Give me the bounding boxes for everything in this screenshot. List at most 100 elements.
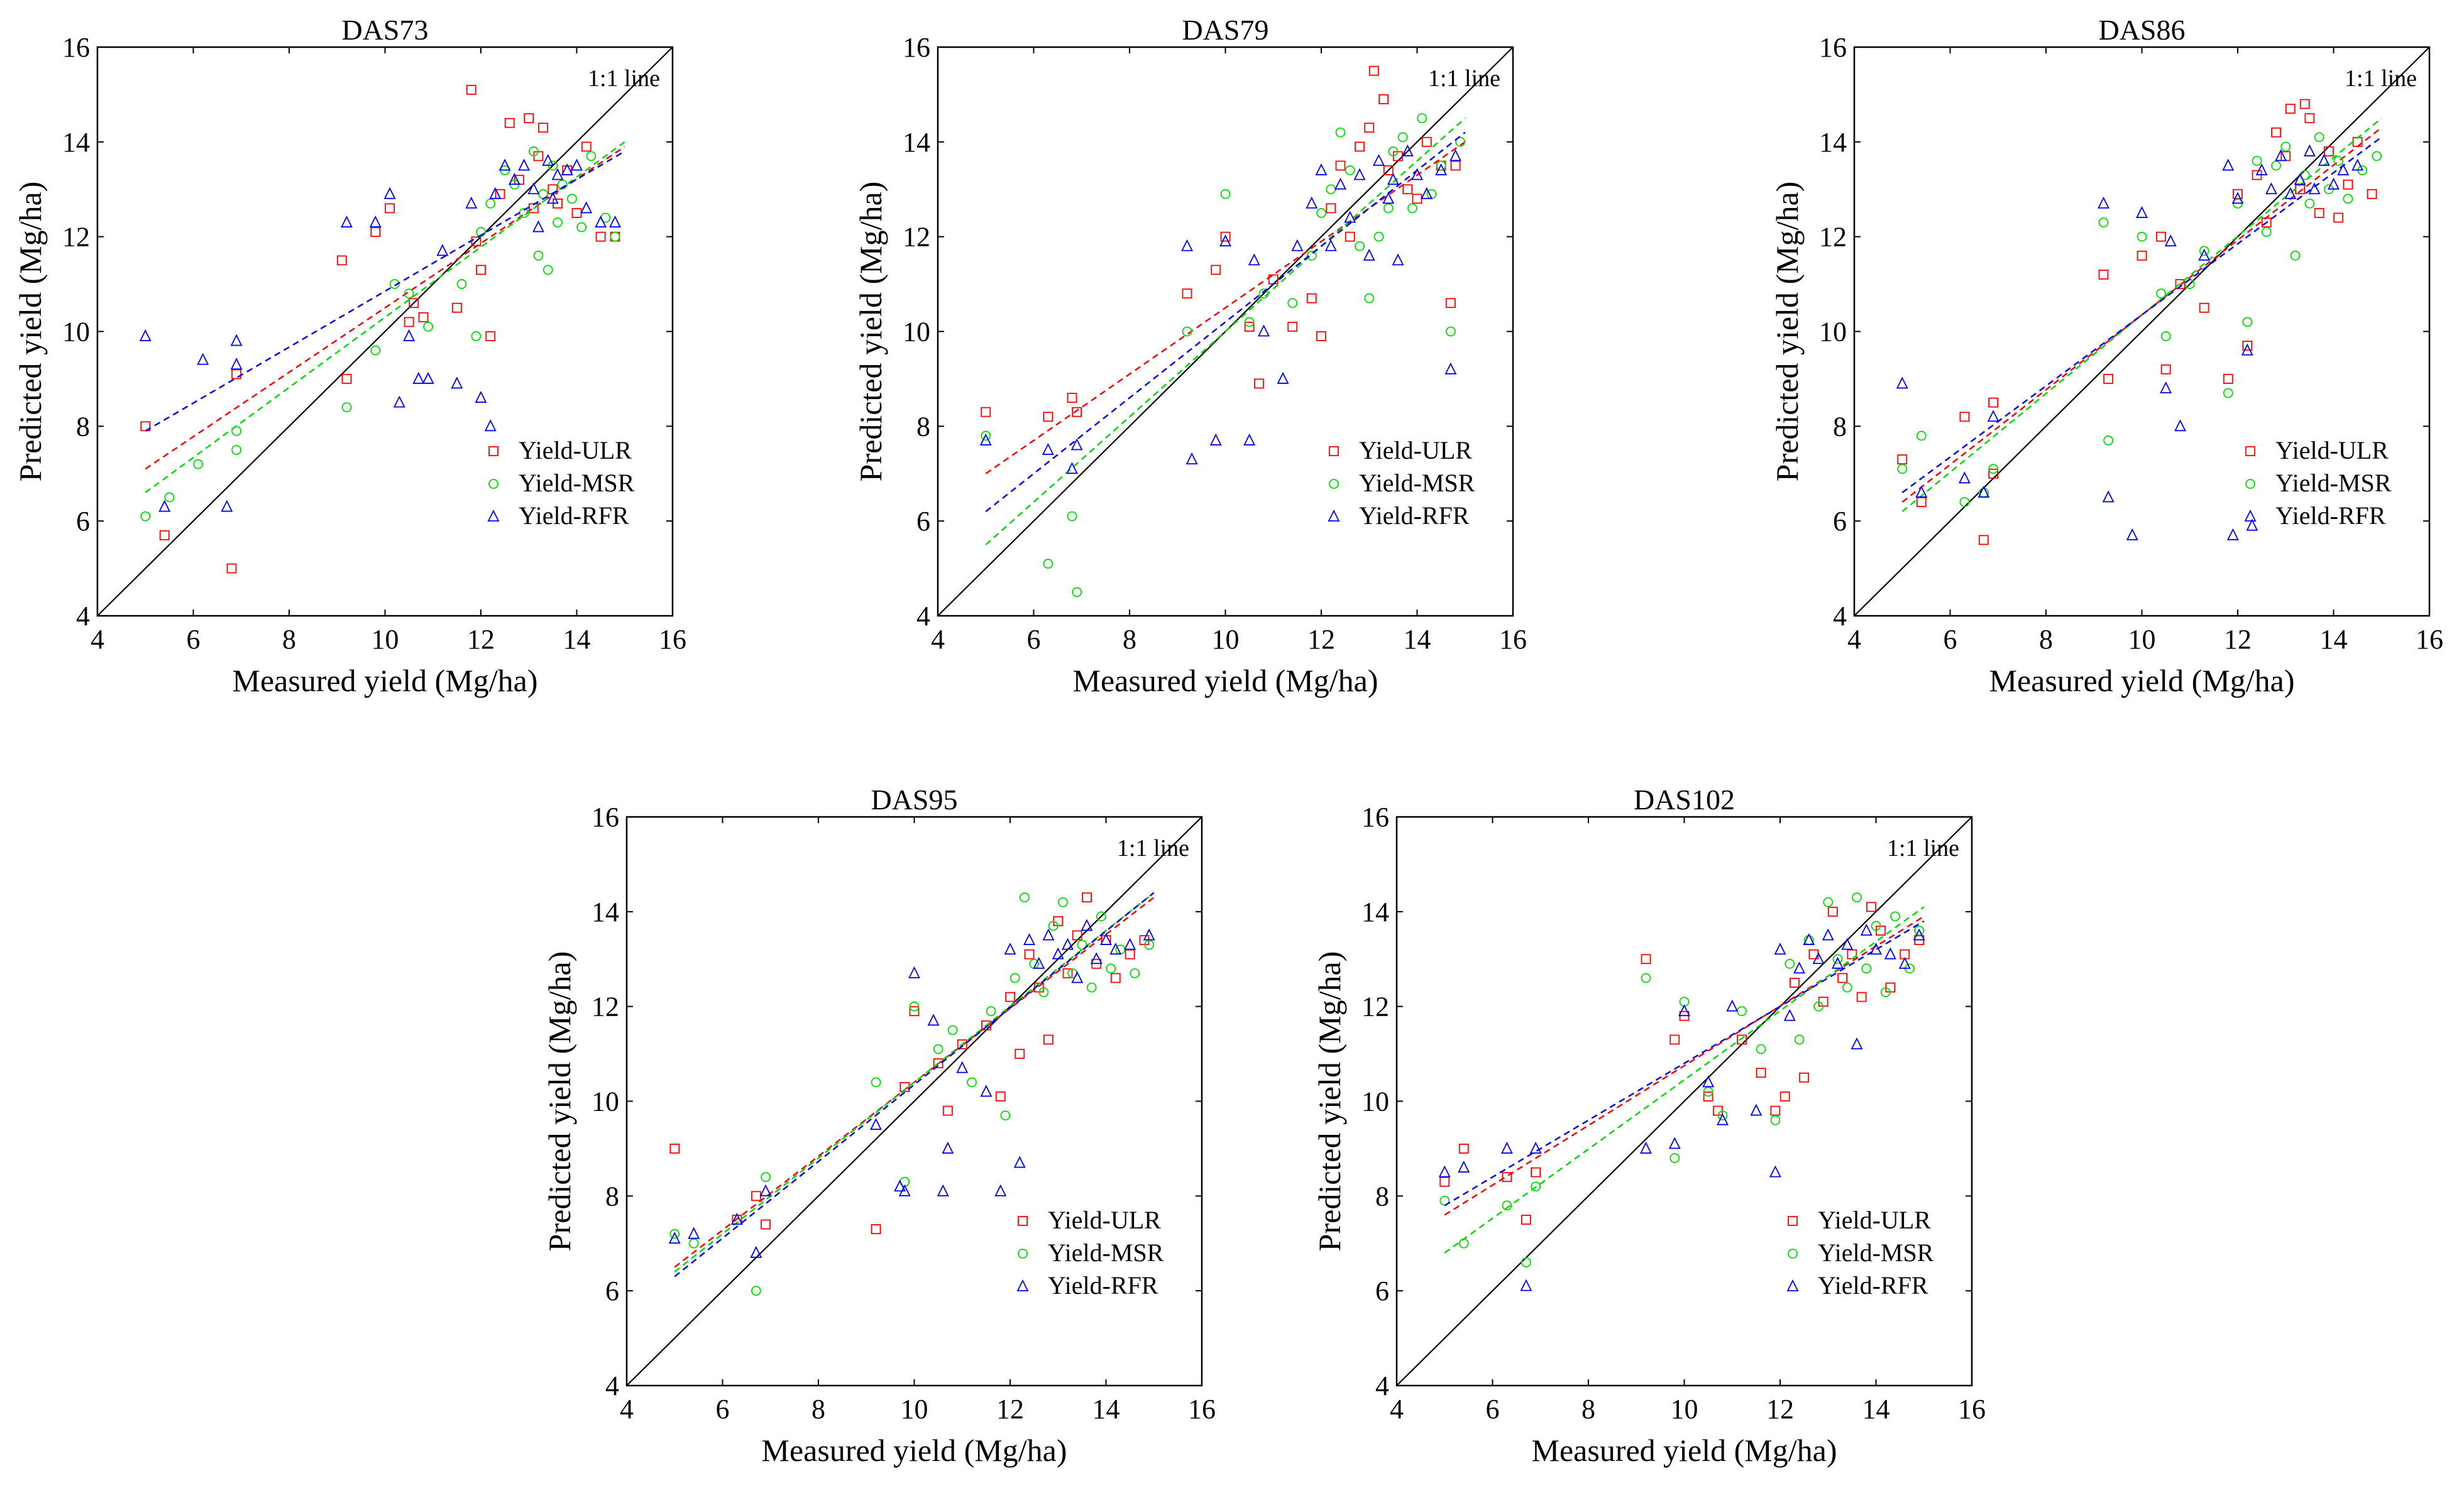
legend-marker-yield-msr [2245, 479, 2255, 489]
point-yield-msr [1669, 1153, 1680, 1163]
legend-marker-yield-rfr [1016, 1279, 1029, 1291]
panel-das79: 4 6 8 10 12 14 16 4 6 8 10 12 14 16 DAS79 Measured yiel… [853, 14, 1527, 698]
point-yield-rfr [1324, 239, 1337, 251]
point-yield-rfr [1181, 239, 1193, 251]
point-yield-ulr [1316, 331, 1326, 341]
point-yield-ulr [1244, 322, 1255, 332]
point-yield-rfr [730, 1213, 743, 1225]
point-yield-ulr [1521, 1215, 1531, 1225]
point-yield-rfr [341, 216, 353, 227]
point-yield-ulr [2295, 184, 2306, 195]
y-axis-label: Predicted yield (Mg/ha) [13, 182, 48, 482]
point-yield-msr [193, 459, 204, 469]
point-yield-rfr [561, 163, 573, 175]
point-yield-msr [1521, 1257, 1531, 1267]
panel-title: DAS102 [1634, 784, 1735, 816]
point-yield-rfr [412, 371, 425, 384]
point-yield-msr [1502, 1200, 1512, 1211]
legend-marker-yield-rfr [1328, 509, 1340, 522]
point-yield-msr [1861, 963, 1872, 974]
point-yield-ulr [370, 227, 381, 238]
point-yield-msr [1038, 987, 1049, 997]
point-yield-ulr [1978, 535, 1989, 545]
point-yield-rfr [1841, 938, 1854, 950]
point-yield-ulr [1421, 136, 1432, 147]
point-yield-msr [2261, 227, 2272, 238]
point-yield-msr [2271, 160, 2281, 171]
point-yield-ulr [669, 1144, 680, 1154]
y-tick-label: 10 [903, 317, 930, 347]
point-yield-msr [1717, 1110, 1728, 1121]
point-yield-msr [1914, 926, 1925, 936]
point-yield-msr [1641, 973, 1651, 983]
point-yield-rfr [2265, 182, 2277, 195]
identity-line-label: 1:1 line [1117, 835, 1189, 862]
point-yield-rfr [498, 158, 511, 171]
point-yield-ulr [1799, 1072, 1810, 1083]
x-tick-label: 4 [1390, 1394, 1404, 1425]
point-yield-rfr [1851, 1037, 1863, 1049]
point-yield-ulr [1043, 1034, 1053, 1045]
point-yield-ulr [1072, 930, 1082, 941]
point-yield-ulr [159, 530, 170, 540]
x-tick-label: 8 [1123, 624, 1136, 655]
fit-line-yield-msr [145, 141, 625, 493]
x-tick-label: 6 [1944, 624, 1957, 655]
point-yield-ulr [409, 298, 419, 309]
identity-line [626, 816, 1202, 1386]
point-yield-ulr [1458, 1144, 1469, 1154]
point-yield-ulr [933, 1058, 943, 1069]
point-yield-ulr [1866, 902, 1876, 912]
legend-label-yield-rfr: Yield-RFR [519, 501, 629, 530]
point-yield-ulr [1827, 906, 1838, 917]
point-yield-rfr [197, 353, 209, 365]
point-yield-msr [967, 1077, 977, 1088]
legend-marker-yield-msr [1329, 479, 1339, 489]
point-yield-rfr [1042, 443, 1054, 455]
legend-marker-yield-msr [1788, 1249, 1798, 1259]
point-yield-msr [231, 445, 242, 455]
point-yield-msr [1407, 203, 1417, 214]
point-yield-ulr [1450, 160, 1461, 171]
point-yield-msr [476, 227, 486, 238]
point-yield-rfr [546, 192, 559, 204]
point-yield-rfr [1209, 433, 1222, 446]
point-yield-ulr [476, 265, 486, 275]
point-yield-rfr [2294, 173, 2306, 185]
y-tick-label: 12 [903, 222, 930, 253]
point-yield-msr [1988, 464, 1999, 474]
point-yield-msr [1086, 982, 1097, 993]
point-yield-rfr [1090, 952, 1103, 965]
point-yield-rfr [1033, 956, 1045, 969]
point-yield-rfr [518, 158, 531, 171]
point-yield-ulr [451, 302, 462, 313]
point-yield-ulr [2271, 127, 2281, 138]
panel-das102: 4 6 8 10 12 14 16 4 6 8 10 12 14 16 DAS102 Measured yie… [1312, 784, 1986, 1468]
point-yield-rfr [688, 1227, 700, 1239]
point-yield-rfr [465, 196, 478, 209]
point-yield-ulr [1988, 397, 1999, 408]
x-tick-label: 6 [1027, 624, 1041, 655]
fit-line-yield-rfr [145, 150, 625, 432]
point-yield-ulr [2323, 146, 2334, 156]
point-yield-ulr [524, 113, 534, 124]
point-yield-msr [1842, 982, 1852, 993]
point-yield-rfr [1793, 961, 1805, 974]
y-tick-label: 16 [1819, 32, 1847, 63]
point-yield-rfr [1248, 253, 1260, 266]
point-yield-msr [1890, 911, 1900, 922]
point-yield-ulr [871, 1224, 881, 1235]
point-yield-ulr [2223, 374, 2233, 384]
point-yield-ulr [336, 255, 347, 266]
point-yield-ulr [1110, 973, 1121, 983]
point-yield-ulr [2285, 104, 2296, 114]
legend-label-yield-rfr: Yield-RFR [1818, 1271, 1928, 1299]
x-tick-label: 14 [563, 624, 591, 655]
y-tick-label: 4 [605, 1370, 619, 1401]
point-yield-ulr [2314, 208, 2324, 218]
legend-marker-yield-msr [488, 479, 498, 489]
point-yield-ulr [899, 1081, 910, 1092]
point-yield-msr [669, 1228, 680, 1239]
point-yield-rfr [1382, 192, 1395, 204]
point-yield-rfr [2351, 158, 2364, 171]
